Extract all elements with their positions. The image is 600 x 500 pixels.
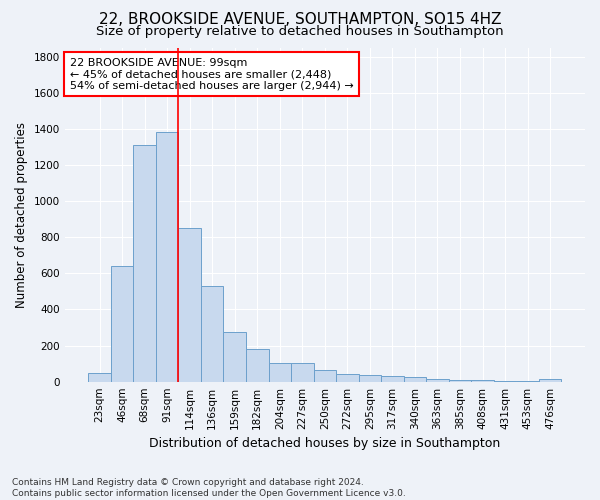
Text: Contains HM Land Registry data © Crown copyright and database right 2024.
Contai: Contains HM Land Registry data © Crown c…: [12, 478, 406, 498]
Bar: [516, 381, 539, 382]
Bar: [133, 145, 156, 382]
Bar: [449, 380, 471, 382]
Text: 22, BROOKSIDE AVENUE, SOUTHAMPTON, SO15 4HZ: 22, BROOKSIDE AVENUE, SOUTHAMPTON, SO15 …: [99, 12, 501, 28]
Bar: [314, 370, 336, 382]
Bar: [539, 379, 562, 382]
Bar: [111, 266, 133, 382]
Bar: [359, 376, 381, 382]
Bar: [291, 362, 314, 382]
Bar: [223, 332, 246, 382]
Bar: [426, 379, 449, 382]
Bar: [201, 286, 223, 382]
Bar: [381, 376, 404, 382]
Bar: [246, 349, 269, 382]
Text: Size of property relative to detached houses in Southampton: Size of property relative to detached ho…: [96, 25, 504, 38]
Y-axis label: Number of detached properties: Number of detached properties: [15, 122, 28, 308]
X-axis label: Distribution of detached houses by size in Southampton: Distribution of detached houses by size …: [149, 437, 500, 450]
Bar: [336, 374, 359, 382]
Bar: [494, 381, 516, 382]
Bar: [178, 228, 201, 382]
Bar: [88, 372, 111, 382]
Bar: [269, 362, 291, 382]
Text: 22 BROOKSIDE AVENUE: 99sqm
← 45% of detached houses are smaller (2,448)
54% of s: 22 BROOKSIDE AVENUE: 99sqm ← 45% of deta…: [70, 58, 353, 90]
Bar: [471, 380, 494, 382]
Bar: [156, 132, 178, 382]
Bar: [404, 377, 426, 382]
